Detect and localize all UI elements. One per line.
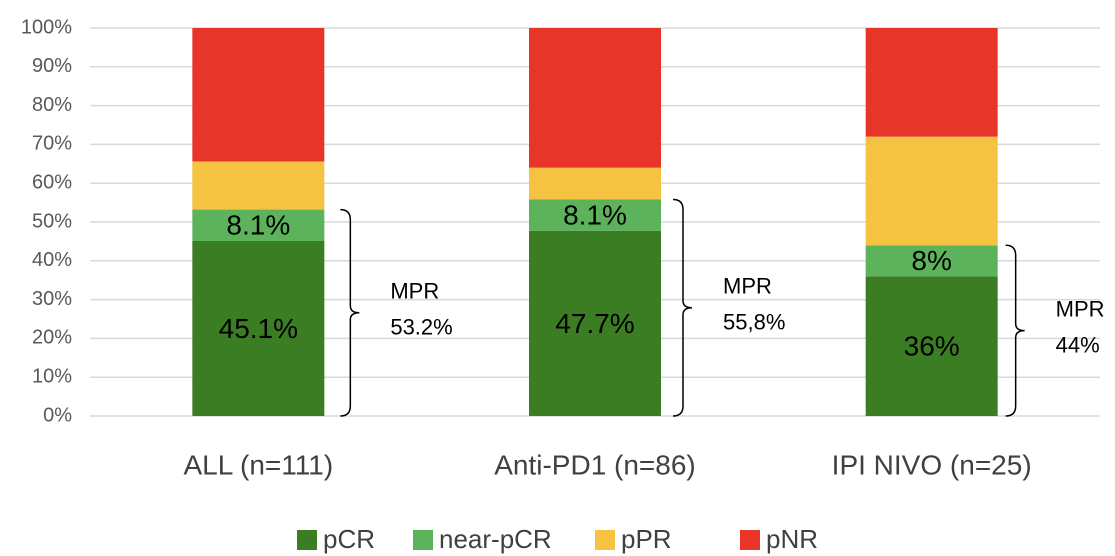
y-tick-label: 10% <box>32 365 72 387</box>
y-tick-label: 20% <box>32 327 72 349</box>
legend-label: near-pCR <box>439 524 552 554</box>
x-tick-label: ALL (n=111) <box>183 449 333 480</box>
value-label: 8.1% <box>226 210 290 241</box>
legend-swatch <box>595 530 615 550</box>
x-tick-label: IPI NIVO (n=25) <box>832 449 1032 480</box>
annotation-value: 44% <box>1056 332 1100 357</box>
legend-label: pPR <box>621 524 672 554</box>
y-tick-label: 40% <box>32 249 72 271</box>
bar-segment <box>529 230 661 416</box>
y-tick-label: 60% <box>32 171 72 193</box>
y-tick-label: 50% <box>32 210 72 232</box>
annotation-value: 55,8% <box>723 310 785 335</box>
y-tick-label: 0% <box>43 404 72 426</box>
annotation-label: MPR <box>390 279 439 304</box>
bracket <box>1005 244 1025 417</box>
bar-segment <box>529 167 661 200</box>
value-label: 36% <box>904 331 960 362</box>
bracket <box>672 198 693 417</box>
bar-segment <box>529 199 661 231</box>
annotation-label: MPR <box>1056 296 1105 321</box>
legend-label: pCR <box>323 524 375 554</box>
y-tick-label: 70% <box>32 133 72 155</box>
bar-segment <box>865 245 998 277</box>
legend-swatch <box>413 530 433 550</box>
annotation-value: 53.2% <box>390 315 452 340</box>
y-tick-label: 80% <box>32 94 72 116</box>
legend-label: pNR <box>766 524 818 554</box>
annotation-label: MPR <box>723 274 772 299</box>
bar-segment <box>865 276 998 416</box>
bracket <box>340 208 360 417</box>
bar-segment <box>192 28 325 162</box>
bar-segment <box>865 28 998 137</box>
y-tick-label: 100% <box>21 16 72 38</box>
value-label: 47.7% <box>555 308 634 339</box>
bar-segment <box>192 209 325 242</box>
bar-segment <box>192 161 325 210</box>
y-tick-label: 90% <box>32 55 72 77</box>
value-label: 8% <box>911 245 951 276</box>
legend-swatch <box>740 530 760 550</box>
x-tick-label: Anti-PD1 (n=86) <box>494 449 696 480</box>
bar-segment <box>192 241 325 416</box>
bar-segment <box>865 136 998 246</box>
legend-swatch <box>297 530 317 550</box>
value-label: 45.1% <box>219 313 298 344</box>
value-label: 8.1% <box>563 200 627 231</box>
bar-segment <box>529 28 661 168</box>
y-tick-label: 30% <box>32 288 72 310</box>
